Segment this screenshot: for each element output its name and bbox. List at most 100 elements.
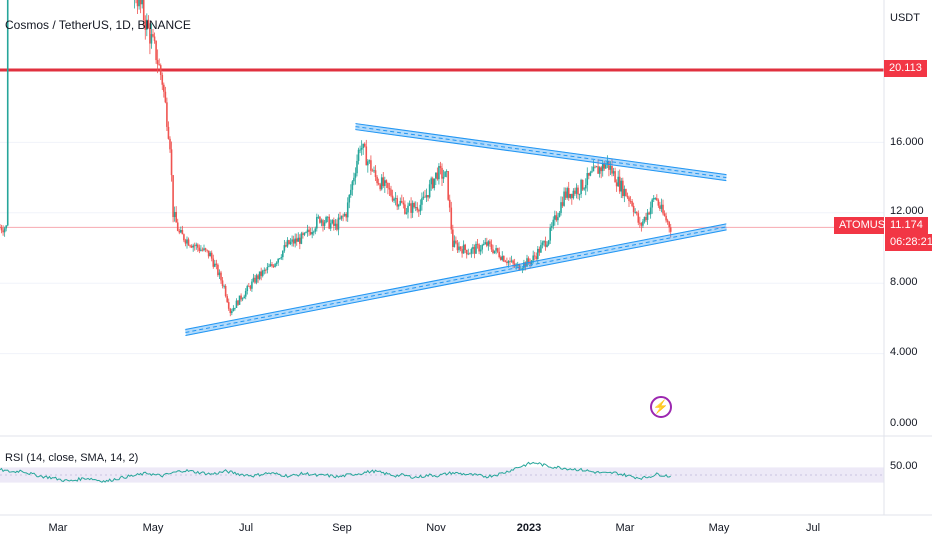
candle-body: [515, 265, 517, 267]
candle-body: [606, 160, 609, 165]
candle-body: [467, 253, 470, 255]
currency-label: USDT: [890, 12, 920, 24]
x-tick: Jul: [238, 522, 254, 534]
candle-body: [498, 251, 500, 258]
candle-body: [303, 232, 306, 235]
candle-body: [523, 262, 525, 269]
candle-body: [336, 223, 338, 230]
candle-body: [0, 227, 1, 229]
candle-body: [628, 197, 630, 201]
upper-trendline-band: [354, 123, 727, 182]
candle-body: [268, 266, 270, 268]
candle-body: [472, 247, 474, 250]
candle-body: [285, 245, 287, 247]
candle-body: [150, 34, 153, 44]
x-tick: May: [142, 522, 164, 534]
candle-body: [577, 187, 579, 195]
candle-body: [161, 74, 164, 85]
candle-body: [333, 220, 335, 226]
x-tick: 2023: [516, 522, 542, 534]
candle-body: [634, 212, 636, 213]
candle-body: [439, 165, 442, 168]
candle-body: [300, 233, 303, 244]
candle-body: [353, 177, 355, 182]
candle-body: [611, 165, 613, 174]
candle-body: [265, 269, 267, 271]
lightning-icon[interactable]: ⚡: [650, 396, 672, 418]
candle-body: [640, 223, 643, 226]
candle-body: [543, 241, 545, 243]
candle-body: [234, 307, 236, 309]
candle-body: [458, 246, 460, 251]
bar-countdown-tag: 06:28:21: [884, 234, 932, 251]
candle-body: [218, 272, 221, 276]
candle-body: [538, 248, 541, 253]
y-tick: 8.000: [890, 276, 918, 288]
candle-body: [461, 249, 463, 254]
candle-body: [292, 239, 295, 244]
candle-body: [261, 270, 264, 276]
candle-body: [393, 198, 395, 201]
candle-body: [586, 173, 589, 185]
candle-body: [272, 265, 275, 267]
candle-body: [186, 239, 188, 244]
candle-body: [217, 264, 219, 276]
candle-body: [421, 198, 423, 205]
candle-body: [581, 179, 584, 190]
candle-body: [639, 222, 641, 224]
candle-body: [376, 176, 378, 184]
rsi-line: [0, 461, 671, 483]
level-price-tag: 20.113: [884, 60, 927, 77]
candle-body: [645, 217, 647, 220]
candle-body: [360, 148, 363, 150]
candle-body: [278, 258, 281, 260]
x-tick: Jul: [805, 522, 821, 534]
candle-body: [337, 217, 340, 230]
candle-body: [512, 260, 514, 264]
candle-body: [167, 126, 170, 139]
candle-body: [232, 308, 235, 312]
candle-body: [651, 199, 653, 208]
candle-body: [379, 184, 381, 190]
candle-body: [227, 302, 230, 309]
y-tick: 0.000: [890, 417, 918, 429]
candle-body: [532, 255, 534, 261]
candle-body: [465, 249, 468, 255]
candle-body: [181, 230, 184, 235]
candle-body: [557, 217, 559, 221]
candle-body: [571, 193, 573, 199]
candle-body: [436, 172, 439, 180]
candle-body: [445, 171, 448, 172]
candle-body: [187, 239, 190, 246]
candle-body: [609, 165, 612, 170]
candle-body: [311, 232, 313, 235]
candle-body: [221, 280, 224, 286]
candle-body: [257, 275, 259, 279]
candle-body: [518, 264, 521, 270]
candle-body: [302, 233, 304, 235]
candle-body: [441, 167, 443, 179]
candle-body: [501, 256, 504, 260]
candle-body: [339, 217, 341, 219]
candle-body: [631, 201, 633, 206]
candle-body: [469, 253, 471, 255]
candle-body: [334, 223, 337, 226]
candle-body: [503, 256, 505, 262]
candle-body: [665, 215, 667, 221]
candle-body: [365, 146, 368, 166]
candle-body: [243, 296, 245, 299]
candle-body: [479, 249, 482, 252]
candle-body: [540, 244, 542, 253]
candle-body: [455, 240, 457, 244]
candle-body: [618, 176, 621, 192]
candle-body: [662, 204, 664, 214]
candle-body: [600, 167, 602, 172]
candle-body: [373, 170, 375, 172]
candle-body: [625, 189, 627, 197]
candle-body: [496, 248, 499, 252]
candle-body: [159, 65, 162, 75]
candle-body: [580, 179, 582, 195]
candle-body: [138, 0, 140, 7]
candle-body: [317, 216, 320, 218]
